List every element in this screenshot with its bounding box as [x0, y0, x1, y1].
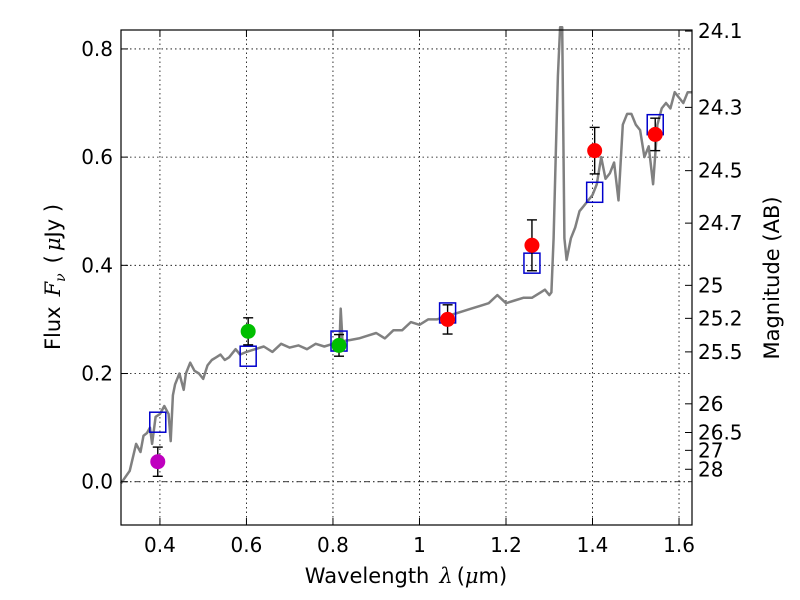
y2-tick-label: 28 [698, 457, 723, 481]
x-tick-label: 0.6 [231, 533, 263, 557]
model-photometry-square [239, 345, 257, 367]
model-photometry-square [585, 181, 604, 204]
y-axis-label: FluxFν(μJy ) [41, 204, 69, 350]
y2-tick-label: 25.5 [698, 340, 743, 364]
y2-tick-label: 25.2 [698, 306, 743, 330]
observed-point [647, 126, 663, 142]
plot-frame [120, 29, 693, 526]
y2-tick-label: 24.1 [698, 19, 743, 43]
y-tick-label: 0.4 [81, 253, 113, 277]
observed-point [331, 337, 347, 353]
observed-point [150, 454, 166, 470]
x-axis-ticks: 0.4 0.6 0.8 1 1.2 1.4 1.6 [144, 30, 695, 557]
y-tick-label: 0.8 [81, 37, 113, 61]
y-tick-label: 0.2 [81, 362, 113, 386]
y2-axis-label: Magnitude (AB) [760, 196, 784, 359]
observed-photometry-layer [150, 117, 663, 478]
y-tick-label: 0.6 [81, 145, 113, 169]
y2-tick-label: 26.5 [698, 420, 743, 444]
y2-tick-label: 25 [698, 273, 723, 297]
y2-tick-label: 24.3 [698, 95, 743, 119]
x-tick-label: 1 [413, 533, 426, 557]
observed-point [524, 237, 540, 253]
observed-point [240, 323, 256, 339]
x-tick-label: 1.2 [490, 533, 522, 557]
y-axis-ticks: 0.0 0.2 0.4 0.6 0.8 [81, 37, 128, 494]
sed-model-layer [119, 26, 692, 485]
x-tick-label: 0.8 [317, 533, 349, 557]
y2-tick-label: 26 [698, 392, 723, 416]
x-tick-label: 1.6 [663, 533, 695, 557]
y2-tick-label: 24.5 [698, 159, 743, 183]
model-photometry-square [149, 411, 167, 433]
sed-model-line [119, 26, 692, 485]
y2-tick-label: 24.7 [698, 211, 743, 235]
y-tick-label: 0.0 [81, 470, 113, 494]
model-photometry-layer [149, 113, 664, 433]
observed-point [440, 311, 456, 327]
x-tick-label: 0.4 [144, 533, 176, 557]
x-tick-label: 1.4 [577, 533, 609, 557]
grid-lines [121, 30, 692, 525]
x-axis-label: Wavelength λ (μm) [305, 564, 507, 588]
y2-tick-label: 27 [698, 438, 723, 462]
observed-point [587, 143, 603, 159]
